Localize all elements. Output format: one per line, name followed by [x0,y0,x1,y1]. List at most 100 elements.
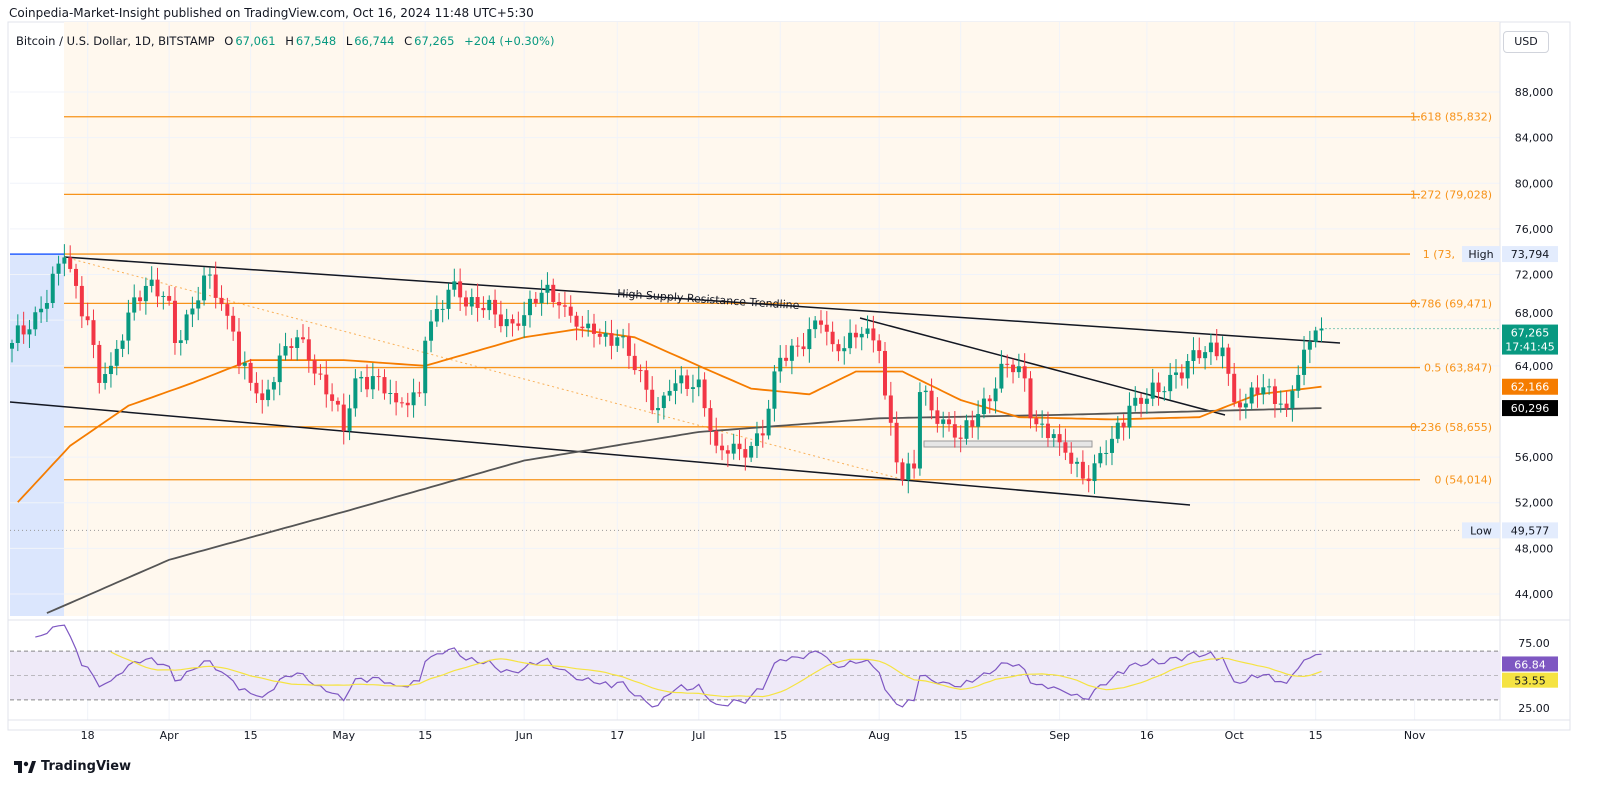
candle-body [184,314,189,341]
candle-body [1203,352,1208,359]
candle-body [103,374,108,383]
candle [172,287,177,355]
candle-body [1238,402,1243,408]
candle-body [493,299,498,315]
candle [411,378,416,418]
candle-body [382,377,387,394]
candle [562,291,567,318]
candle-body [743,449,748,458]
candle [545,272,550,305]
candle [167,285,172,306]
candle [1156,372,1161,406]
candle-body [760,433,765,436]
candle-body [458,281,463,298]
candle-body [236,331,241,366]
candle-body [1197,350,1202,359]
candle-body [848,332,853,349]
candle-body [1028,378,1033,419]
candle [452,268,457,297]
candle [306,326,311,373]
candle [236,318,241,375]
time-tick: 15 [954,729,968,742]
candle [39,296,44,323]
candle [795,337,800,357]
candle [277,343,282,396]
candle-body [429,321,434,341]
candle-body [149,279,154,286]
candle-body [708,408,713,432]
symbol-name[interactable]: Bitcoin / U.S. Dollar, 1D, BITSTAMP [16,34,215,48]
candle-body [248,362,253,383]
candle [85,302,90,326]
candle-body [1313,330,1318,342]
candle [1168,363,1173,401]
candle-body [830,331,835,345]
candle-body [196,300,201,309]
candle [446,283,451,320]
candle-body [1051,434,1056,439]
candle-body [295,337,300,348]
candle-body [1226,347,1231,374]
candle-body [894,422,899,463]
candle [143,277,148,315]
candle-body [289,346,294,348]
candle [1022,353,1027,392]
candle [853,324,858,349]
candle-body [504,319,509,327]
candle [1284,391,1289,417]
candle [865,315,870,339]
candle [522,301,527,338]
candle [778,345,783,383]
time-tick: Oct [1225,729,1245,742]
currency-button[interactable]: USD [1503,31,1549,53]
candle-body [580,326,585,329]
candle [906,452,911,494]
candle-body [376,376,381,378]
candle [1238,388,1243,421]
candle-body [661,395,666,409]
candle [335,397,340,412]
candle-body [539,292,544,304]
candle [568,295,573,323]
candle-body [1040,423,1045,425]
low-value-tag-text: 49,577 [1511,524,1550,537]
candle [754,421,759,458]
candle [947,411,952,432]
candle-body [207,274,212,276]
candle [126,299,131,355]
candle-body [795,345,800,347]
candle-body [324,374,329,395]
candle [923,385,928,406]
candle [661,392,666,420]
candle [1115,416,1120,444]
candle-body [1011,364,1016,373]
candle [138,290,143,311]
candle-body [1278,403,1283,405]
candle-body [283,346,288,356]
candle-body [789,345,794,361]
candle-body [609,333,614,346]
candle [207,267,212,289]
candle-body [1150,382,1155,399]
candle-body [516,323,521,326]
candle [615,329,620,352]
candle [894,411,899,474]
candle [1278,390,1283,413]
candle [242,351,247,380]
candle [120,334,125,358]
candle [359,371,364,393]
candle-body [417,392,422,394]
candle [429,309,434,353]
candle-body [807,329,812,350]
candle-body [353,378,358,409]
candle [248,358,253,391]
close-label: C [404,34,413,48]
candle [510,314,515,337]
candle-body [440,308,445,310]
candle-body [213,274,218,298]
candle-body [1179,372,1184,379]
time-tick: Apr [160,729,180,742]
candle [632,343,637,375]
candle-body [341,404,346,431]
